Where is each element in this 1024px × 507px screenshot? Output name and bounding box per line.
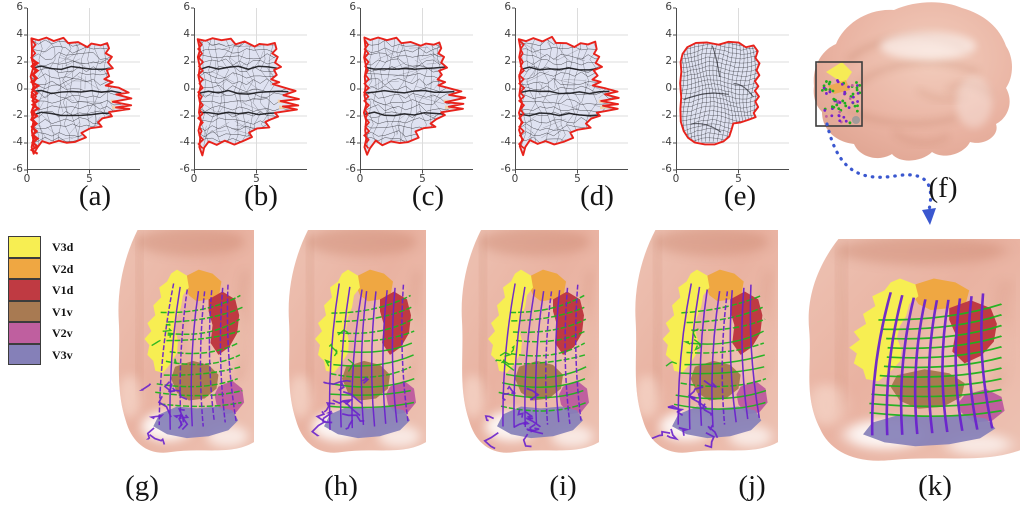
- y-tick-label: 6: [16, 1, 23, 13]
- legend-swatch-v2d: [8, 257, 41, 279]
- legend-label-v2v: V2v: [52, 326, 73, 340]
- panel-label-h: (h): [324, 470, 358, 502]
- y-tick-label: 2: [16, 55, 23, 67]
- y-tick-label: 0: [16, 82, 23, 94]
- y-tick-label: -4: [345, 136, 356, 148]
- x-tick-label: 0: [190, 173, 198, 185]
- y-tick-label: 2: [504, 55, 511, 67]
- legend-swatch-v3v: [8, 343, 41, 365]
- occipital-render-j: [618, 230, 778, 458]
- brain-medial-svg: [813, 2, 1012, 161]
- brain-render-svg: [808, 239, 1020, 461]
- plot-area-svg: [512, 7, 628, 174]
- mesh-plot-b: 6 4 2 0 -2 -4 -6 0 5: [174, 0, 334, 192]
- mesh-plot-a: 6 4 2 0 -2 -4 -6 0 5: [7, 0, 167, 192]
- y-tick-label: 0: [349, 82, 356, 94]
- y-tick-label: 2: [665, 55, 672, 67]
- arrow-svg: [825, 122, 936, 225]
- panel-label-i: (i): [549, 470, 577, 502]
- y-tick-label: 2: [349, 55, 356, 67]
- y-tick-label: 0: [504, 82, 511, 94]
- y-tick-label: 4: [349, 28, 356, 40]
- plot-area-svg: [357, 7, 473, 174]
- y-tick-label: 6: [504, 1, 511, 13]
- y-tick-label: -6: [12, 163, 23, 175]
- panel-label-k: (k): [918, 470, 952, 502]
- panel-label-b: (b): [244, 180, 278, 212]
- y-tick-label: -6: [661, 163, 672, 175]
- y-tick-label: 0: [665, 82, 672, 94]
- brain-render-svg: [288, 230, 426, 453]
- y-tick-label: -4: [12, 136, 23, 148]
- legend-label-v1d: V1d: [52, 283, 74, 297]
- y-tick-label: 4: [16, 28, 23, 40]
- legend-swatch-v1d: [8, 279, 41, 301]
- occipital-render-g: [102, 230, 254, 458]
- brain-render-svg: [118, 230, 254, 453]
- y-tick-label: -2: [12, 109, 23, 121]
- y-tick-label: -6: [179, 163, 190, 175]
- y-tick-label: 6: [665, 1, 672, 13]
- mesh-plot-d: 6 4 2 0 -2 -4 -6 0 5: [495, 0, 655, 192]
- y-tick-label: 2: [183, 55, 190, 67]
- legend-label-v2d: V2d: [52, 261, 74, 276]
- panel-label-e: (e): [723, 180, 757, 212]
- y-tick-label: -4: [179, 136, 190, 148]
- panel-label-a: (a): [78, 180, 112, 212]
- y-tick-label: 6: [183, 1, 190, 13]
- y-tick-label: 4: [504, 28, 511, 40]
- legend-swatch-v2v: [8, 322, 41, 344]
- occipital-render-i: [445, 230, 599, 458]
- legend-label-v1v: V1v: [52, 304, 73, 319]
- panel-label-j: (j): [738, 470, 766, 502]
- occipital-render-k: [783, 239, 1020, 466]
- x-tick-label: 0: [23, 173, 31, 185]
- y-tick-label: -2: [179, 109, 190, 121]
- y-tick-label: -2: [661, 109, 672, 121]
- brain-medial-view: [798, 0, 1024, 170]
- zoom-arrow: [795, 118, 1024, 244]
- occipital-render-h: [272, 230, 426, 458]
- panel-label-d: (d): [580, 180, 614, 212]
- legend-label-v3v: V3v: [52, 347, 73, 362]
- y-tick-label: 0: [183, 82, 190, 94]
- x-tick-label: 0: [672, 173, 680, 185]
- y-tick-label: -4: [500, 136, 511, 148]
- x-tick-label: 0: [511, 173, 519, 185]
- plot-area-svg: [191, 7, 307, 174]
- panel-label-g: (g): [125, 470, 159, 502]
- y-tick-label: -6: [500, 163, 511, 175]
- y-tick-label: -2: [500, 109, 511, 121]
- plot-area-svg: [673, 7, 789, 174]
- x-tick-label: 5: [86, 173, 93, 185]
- y-tick-label: -4: [661, 136, 672, 148]
- x-tick-label: 5: [419, 173, 426, 185]
- mesh-plot-c: 6 4 2 0 -2 -4 -6 0 5: [340, 0, 500, 192]
- mesh-plot-e: 6 4 2 0 -2 -4 -6 0 5: [656, 0, 816, 192]
- legend-swatch-v1v: [8, 300, 41, 322]
- legend-label-v3d: V3d: [52, 240, 74, 254]
- brain-render-svg: [461, 230, 599, 453]
- brain-render-svg: [635, 230, 778, 453]
- y-tick-label: -2: [345, 109, 356, 121]
- y-tick-label: -6: [345, 163, 356, 175]
- y-tick-label: 6: [349, 1, 356, 13]
- x-tick-label: 0: [356, 173, 364, 185]
- legend-swatch-v3d: [8, 236, 41, 258]
- x-tick-label: 5: [735, 173, 742, 185]
- y-tick-label: 4: [183, 28, 190, 40]
- y-tick-label: 4: [665, 28, 672, 40]
- panel-label-f: (f): [928, 172, 958, 204]
- x-tick-label: 5: [253, 173, 260, 185]
- panel-label-c: (c): [411, 180, 445, 212]
- plot-area-svg: [24, 7, 140, 174]
- x-tick-label: 5: [574, 173, 581, 185]
